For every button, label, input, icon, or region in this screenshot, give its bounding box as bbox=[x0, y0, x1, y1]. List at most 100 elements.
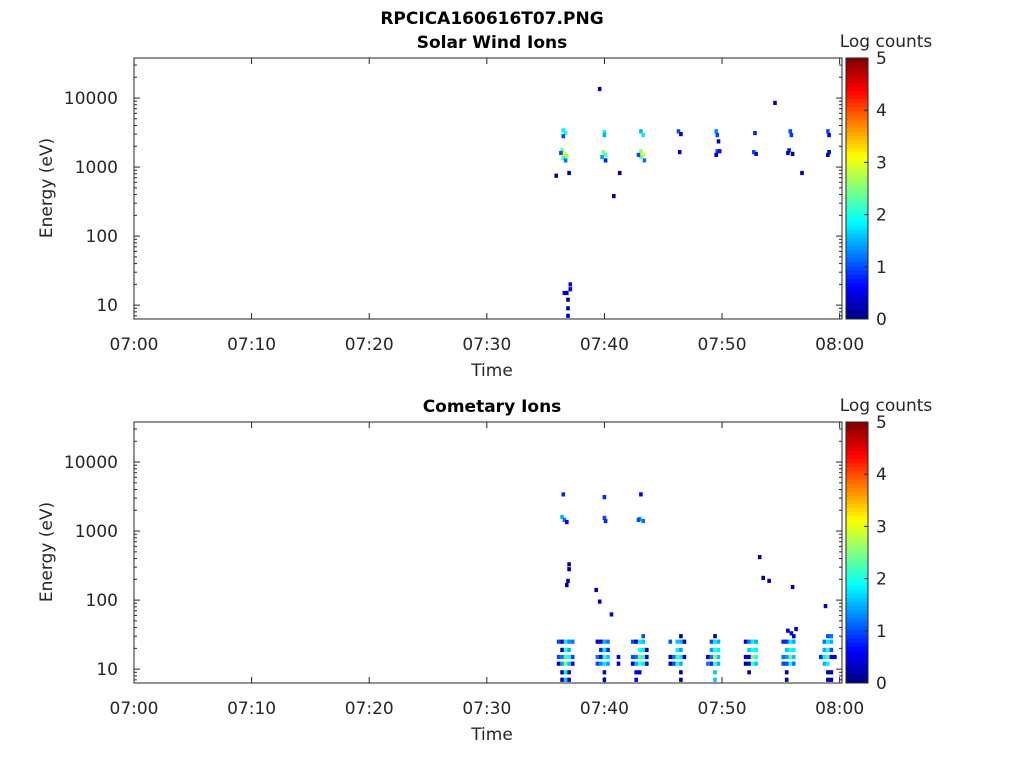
data-cell bbox=[636, 517, 641, 522]
data-cell bbox=[675, 654, 680, 660]
colorbar-segment bbox=[846, 298, 868, 304]
x-tick-label: 07:30 bbox=[462, 699, 511, 719]
data-cell bbox=[567, 677, 571, 682]
colorbar-segment bbox=[846, 613, 868, 619]
data-cell bbox=[714, 129, 718, 134]
data-cell bbox=[788, 654, 793, 660]
colorbar-segment bbox=[846, 237, 868, 243]
colorbar-segment bbox=[846, 499, 868, 505]
data-cell bbox=[637, 661, 642, 666]
panel-title: Solar Wind Ions bbox=[417, 33, 568, 53]
x-tick-label: 07:40 bbox=[580, 335, 629, 355]
colorbar-segment bbox=[846, 241, 868, 247]
colorbar-tick-label: 0 bbox=[876, 310, 887, 330]
data-cell bbox=[829, 639, 834, 644]
colorbar-segment bbox=[846, 609, 868, 615]
data-cell bbox=[595, 639, 600, 644]
data-cell bbox=[599, 639, 603, 644]
colorbar-segment bbox=[846, 544, 868, 549]
colorbar-segment bbox=[846, 617, 868, 623]
data-cell bbox=[792, 654, 796, 660]
data-cell bbox=[617, 170, 622, 176]
y-tick-label: 1000 bbox=[75, 522, 118, 542]
data-cell bbox=[634, 677, 638, 682]
data-cell bbox=[784, 677, 789, 682]
data-cell bbox=[602, 661, 607, 666]
colorbar-segment bbox=[846, 426, 868, 431]
data-cell bbox=[601, 150, 606, 155]
data-cell bbox=[716, 654, 721, 660]
data-cell bbox=[642, 158, 647, 163]
data-cell bbox=[603, 518, 608, 524]
colorbar-segment bbox=[846, 208, 868, 214]
x-tick-label: 08:00 bbox=[815, 699, 864, 719]
data-cell bbox=[788, 647, 793, 652]
data-cell bbox=[556, 639, 561, 644]
data-cell bbox=[561, 128, 566, 133]
colorbar-segment bbox=[846, 74, 868, 79]
data-cell bbox=[753, 131, 757, 136]
data-cell bbox=[826, 129, 830, 134]
colorbar-segment bbox=[846, 475, 868, 480]
data-cell bbox=[560, 677, 564, 682]
colorbar-segment bbox=[846, 597, 868, 602]
colorbar-segment bbox=[846, 168, 868, 173]
x-tick-label: 07:10 bbox=[227, 335, 276, 355]
colorbar-segment bbox=[846, 310, 868, 316]
data-cell bbox=[563, 131, 568, 136]
colorbar-segment bbox=[846, 70, 868, 75]
colorbar-segment bbox=[846, 159, 868, 165]
colorbar-segment bbox=[846, 564, 868, 570]
colorbar-segment bbox=[846, 204, 868, 210]
data-cell bbox=[556, 654, 561, 660]
data-cell bbox=[747, 647, 751, 652]
colorbar-segment bbox=[846, 314, 868, 320]
colorbar-segment bbox=[846, 670, 868, 676]
y-tick-label: 10 bbox=[96, 660, 118, 680]
data-cell bbox=[566, 313, 570, 318]
data-cell bbox=[784, 661, 789, 666]
colorbar-segment bbox=[846, 139, 868, 145]
data-cell bbox=[562, 517, 567, 522]
colorbar-segment bbox=[846, 674, 868, 680]
data-cell bbox=[570, 654, 575, 660]
data-cell bbox=[792, 661, 796, 666]
y-axis-label: Energy (eV) bbox=[37, 502, 57, 602]
data-cell bbox=[616, 654, 621, 660]
x-axis-label: Time bbox=[470, 725, 513, 745]
colorbar-segment bbox=[846, 430, 868, 435]
data-cell bbox=[757, 555, 762, 560]
data-cell bbox=[788, 661, 793, 666]
y-axis-label: Energy (eV) bbox=[37, 138, 57, 238]
data-cell bbox=[800, 170, 804, 176]
colorbar-segment bbox=[846, 629, 868, 635]
data-cell bbox=[563, 639, 568, 644]
data-cell bbox=[563, 158, 568, 163]
colorbar-segment bbox=[846, 78, 868, 83]
data-cell bbox=[560, 514, 564, 520]
data-cell bbox=[637, 654, 642, 660]
data-cell bbox=[560, 661, 564, 666]
data-cell bbox=[637, 639, 642, 644]
data-cell bbox=[715, 149, 720, 154]
colorbar-segment bbox=[846, 143, 868, 149]
data-cell bbox=[819, 654, 823, 660]
data-cell bbox=[639, 154, 643, 160]
data-cell bbox=[559, 150, 563, 156]
data-cell bbox=[603, 158, 608, 163]
data-cell bbox=[641, 518, 645, 524]
x-tick-label: 07:50 bbox=[698, 335, 747, 355]
colorbar-tick-label: 5 bbox=[876, 49, 887, 69]
data-cell bbox=[784, 647, 789, 652]
data-cell bbox=[716, 639, 721, 644]
colorbar-segment bbox=[846, 532, 868, 537]
data-cell bbox=[784, 654, 789, 660]
colorbar-segment bbox=[846, 483, 868, 488]
colorbar-tick-label: 2 bbox=[876, 570, 887, 590]
colorbar-segment bbox=[846, 82, 868, 88]
data-cell bbox=[637, 647, 642, 652]
data-cell bbox=[792, 634, 796, 639]
data-cell bbox=[713, 654, 717, 660]
data-cell bbox=[679, 647, 683, 652]
y-tick-label: 100 bbox=[86, 227, 118, 247]
